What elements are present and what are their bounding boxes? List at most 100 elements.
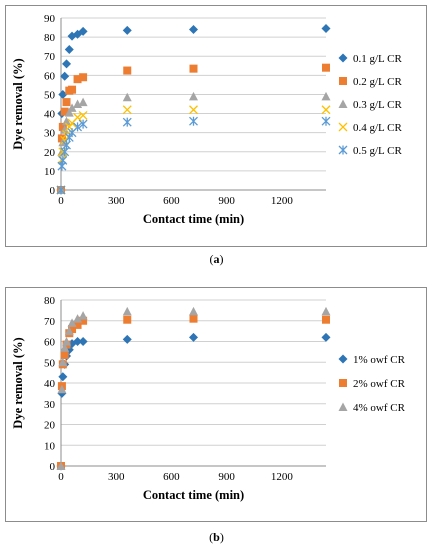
y-tick-label: 50 — [44, 357, 56, 369]
y-axis-title: Dye removal (%) — [11, 337, 25, 428]
data-point — [321, 91, 331, 101]
caption-b-label: b — [213, 530, 220, 544]
data-point — [62, 140, 71, 150]
y-tick-label: 20 — [44, 147, 56, 159]
data-point — [60, 125, 70, 134]
data-point — [60, 147, 70, 157]
data-point — [122, 25, 132, 35]
data-point — [56, 185, 66, 195]
data-point — [64, 45, 74, 55]
data-point — [189, 24, 198, 34]
legend-label: 2% owf CR — [353, 378, 406, 390]
data-point — [78, 97, 88, 107]
data-point — [321, 24, 331, 34]
y-tick-label: 10 — [44, 166, 56, 178]
y-tick-label: 80 — [44, 295, 56, 307]
data-point — [78, 111, 88, 120]
caption-a-label: a — [213, 252, 220, 266]
y-tick-label: 50 — [44, 89, 56, 101]
data-point — [58, 357, 68, 367]
data-point — [60, 343, 70, 352]
y-tick-label: 10 — [44, 440, 56, 452]
data-point — [58, 155, 68, 165]
data-point — [122, 92, 132, 102]
chart-panel-b: 0 10 20 30 40 50 60 70 80 0 300 600 900 1200 Contact t… — [5, 287, 427, 522]
data-point — [60, 71, 70, 81]
data-point — [79, 73, 88, 82]
data-point — [68, 325, 77, 334]
data-point — [62, 59, 72, 69]
series-1 — [56, 332, 331, 471]
data-point — [78, 337, 88, 346]
y-axis-title: Dye removal (%) — [11, 58, 25, 149]
data-point — [60, 350, 69, 359]
legend-label: 4% owf CR — [353, 402, 406, 414]
data-point — [122, 334, 132, 344]
legend-marker — [338, 402, 348, 411]
legend-marker — [338, 354, 348, 364]
data-point — [73, 112, 83, 122]
caption-b: (b) — [209, 530, 224, 544]
data-point — [73, 75, 82, 84]
legend-marker — [338, 53, 348, 63]
data-point — [60, 107, 69, 116]
chart-panel-a: 0 10 20 30 40 50 60 70 80 90 0 300 600 900 1200 Contact… — [5, 5, 427, 247]
x-tick-label: 0 — [58, 471, 64, 483]
data-point — [189, 332, 198, 342]
y-tick-label: 30 — [44, 128, 56, 140]
data-point — [321, 105, 331, 115]
data-point — [64, 326, 74, 336]
y-tick-label: 60 — [44, 70, 56, 82]
data-point — [62, 116, 72, 126]
data-point — [58, 147, 68, 157]
y-tick-label: 70 — [44, 51, 56, 63]
x-tick-label: 600 — [163, 195, 180, 207]
y-tick-label: 40 — [44, 378, 56, 390]
caption-a: (a) — [209, 252, 224, 266]
data-point — [58, 89, 68, 99]
series-2 — [57, 63, 330, 194]
data-point — [73, 320, 82, 329]
data-point — [78, 119, 88, 129]
data-point — [123, 315, 132, 324]
legend-label: 0.3 g/L CR — [353, 99, 402, 111]
data-point — [123, 66, 132, 75]
y-tick-label: 70 — [44, 316, 56, 328]
data-point — [122, 117, 132, 127]
data-point — [79, 316, 88, 325]
data-point — [321, 306, 331, 316]
data-point — [122, 306, 132, 316]
x-tick-label: 1200 — [271, 195, 294, 207]
legend: 1% owf CR 2% owf CR 4% owf CR — [338, 354, 406, 414]
x-tick-label: 900 — [218, 471, 235, 483]
data-point — [73, 314, 83, 323]
x-tick-label: 300 — [108, 471, 125, 483]
data-point — [60, 135, 70, 145]
data-point — [64, 108, 74, 117]
legend-label: 0.1 g/L CR — [353, 53, 402, 65]
x-tick-label: 0 — [58, 195, 64, 207]
y-tick-label: 0 — [50, 185, 56, 197]
data-point — [73, 337, 83, 346]
y-tick-label: 30 — [44, 399, 56, 411]
legend-marker — [339, 379, 347, 387]
legend-marker — [338, 99, 348, 108]
legend-label: 0.5 g/L CR — [353, 145, 402, 157]
data-point — [321, 332, 331, 342]
y-tick-label: 90 — [44, 13, 56, 25]
data-point — [67, 103, 77, 112]
data-point — [322, 315, 330, 324]
x-tick-label: 600 — [163, 471, 180, 483]
legend-marker — [338, 122, 348, 132]
data-point — [189, 105, 198, 115]
series-5 — [56, 116, 331, 195]
data-point — [62, 98, 71, 107]
x-tick-label: 1200 — [271, 471, 294, 483]
data-point — [78, 26, 88, 36]
data-point — [321, 116, 331, 126]
y-tick-label: 80 — [44, 32, 56, 44]
data-point — [56, 461, 66, 470]
legend-marker — [338, 145, 348, 155]
data-point — [68, 85, 77, 94]
data-point — [189, 314, 198, 323]
